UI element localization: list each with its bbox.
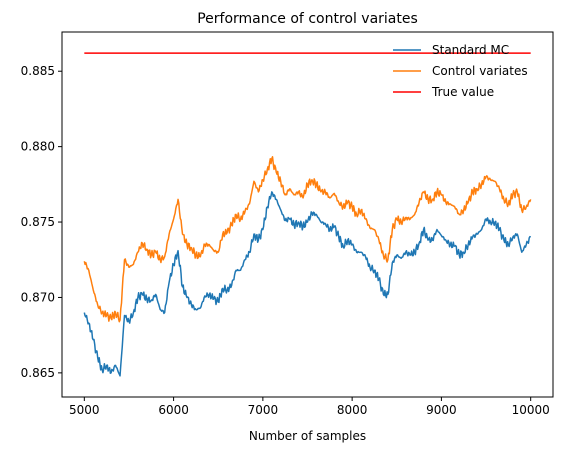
y-axis-ticks: 0.865 0.870 0.875 0.880 0.885 (21, 64, 62, 380)
x-axis-ticks: 5000 6000 7000 8000 9000 10000 (69, 397, 550, 417)
x-tick-label: 9000 (426, 403, 457, 417)
x-tick-label: 5000 (69, 403, 100, 417)
x-tick-label: 7000 (248, 403, 279, 417)
y-tick-label: 0.865 (21, 366, 55, 380)
series-line-standard-mc (83, 191, 532, 377)
chart-title: Performance of control variates (197, 11, 418, 27)
legend-label: Control variates (432, 64, 528, 78)
x-tick-label: 10000 (512, 403, 550, 417)
legend: Standard MC Control variates True value (393, 43, 528, 99)
y-tick-label: 0.885 (21, 64, 55, 78)
y-tick-label: 0.880 (21, 140, 55, 154)
series-line-control-variates (83, 156, 532, 323)
x-tick-label: 6000 (158, 403, 189, 417)
y-tick-label: 0.870 (21, 290, 55, 304)
x-axis-label: Number of samples (249, 429, 366, 443)
legend-label: Standard MC (432, 43, 509, 57)
plot-area-frame (61, 31, 554, 398)
series-layer (83, 52, 532, 377)
x-tick-label: 8000 (337, 403, 368, 417)
legend-label: True value (431, 85, 494, 99)
y-tick-label: 0.875 (21, 215, 55, 229)
